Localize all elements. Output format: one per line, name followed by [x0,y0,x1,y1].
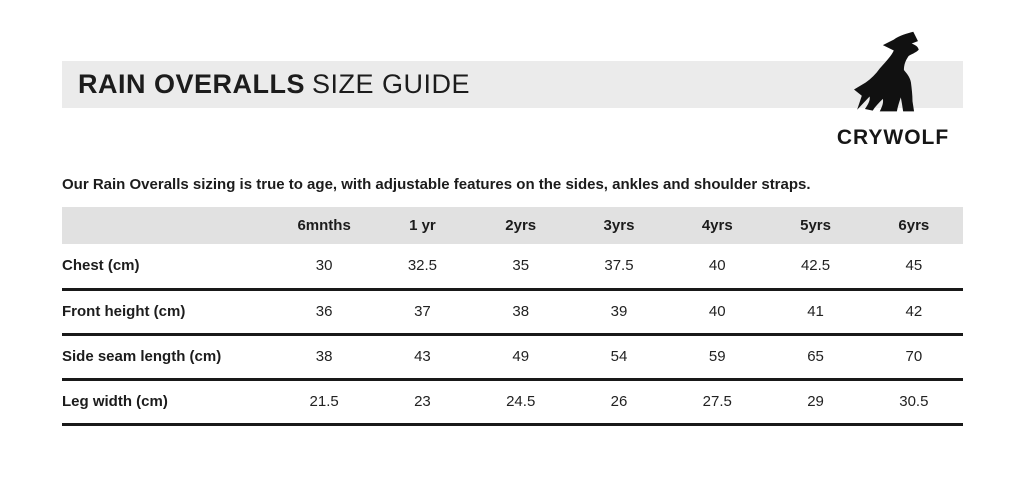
column-header-4yrs: 4yrs [668,207,767,244]
cell: 49 [512,348,530,365]
title-product-name: RAIN OVERALLS [78,69,306,99]
cell: 70 [905,348,923,365]
cell: 30.5 [899,393,929,410]
intro-text: Our Rain Overalls sizing is true to age,… [62,176,811,193]
cell: 45 [905,257,923,275]
cell: 32.5 [407,257,438,275]
cell: 35 [512,257,530,275]
row-label-chest: Chest (cm) [62,257,140,275]
cell: 38 [512,303,530,320]
cell: 23 [414,393,431,410]
cell: 65 [807,348,824,365]
corner-cell [62,207,275,244]
cell: 40 [708,303,726,320]
howling-wolf-icon [854,31,919,112]
cell: 36 [315,303,333,320]
cell: 27.5 [702,393,732,410]
cell: 40 [708,257,726,275]
brand-name: CRYWOLF [836,126,950,149]
cell: 39 [610,303,628,320]
page-title: RAIN OVERALLS SIZE GUIDE [78,69,470,100]
column-header-5yrs: 5yrs [766,207,865,244]
cell: 42.5 [800,257,831,275]
cell: 37.5 [604,257,634,275]
cell: 59 [708,348,726,365]
cell: 37 [414,303,431,320]
title-banner: RAIN OVERALLS SIZE GUIDE [62,61,963,108]
title-suffix: SIZE GUIDE [312,69,471,99]
table-row-front-height: Front height (cm) 36 37 38 39 40 41 42 [62,289,963,334]
size-chart-header-row: 6mnths 1 yr 2yrs 3yrs 4yrs 5yrs 6yrs [62,207,963,244]
size-chart-table: 6mnths 1 yr 2yrs 3yrs 4yrs 5yrs 6yrs Che… [62,207,963,426]
cell: 43 [414,348,431,365]
cell: 26 [610,393,628,410]
cell: 42 [905,303,923,320]
cell: 30 [315,257,333,275]
row-label-side-seam-length: Side seam length (cm) [62,348,222,365]
column-header-6mnths: 6mnths [275,207,374,244]
row-label-front-height: Front height (cm) [62,303,186,320]
table-row-side-seam-length: Side seam length (cm) 38 43 49 54 59 65 … [62,334,963,379]
column-header-2yrs: 2yrs [471,207,570,244]
cell: 21.5 [309,393,339,410]
column-header-3yrs: 3yrs [569,207,669,244]
table-row-chest: Chest (cm) 30 32.5 35 37.5 40 42.5 45 [62,244,963,289]
column-header-6yrs: 6yrs [864,207,963,244]
cell: 41 [807,303,824,320]
cell: 29 [807,393,824,410]
cell: 24.5 [506,393,536,410]
row-label-leg-width: Leg width (cm) [62,393,168,410]
table-row-leg-width: Leg width (cm) 21.5 23 24.5 26 27.5 29 3… [62,379,963,424]
column-header-1yr: 1 yr [373,207,472,244]
cell: 54 [610,348,628,365]
brand-logo: CRYWOLF [826,30,960,150]
cell: 38 [315,348,333,365]
